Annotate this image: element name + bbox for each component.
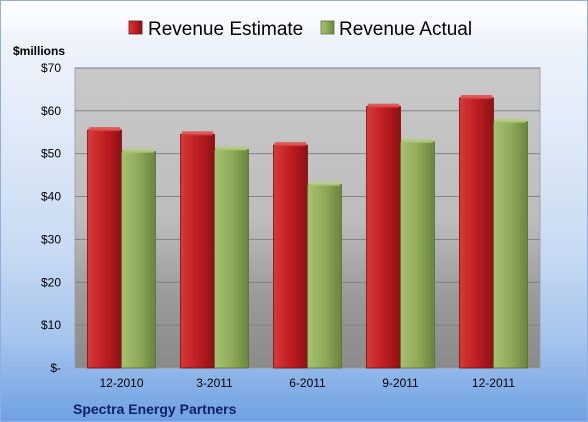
bar-revenue-actual-12-2011 bbox=[493, 121, 528, 369]
y-tick-label: $40 bbox=[41, 190, 61, 204]
bar-top-revenue-actual-3-2011 bbox=[215, 146, 248, 151]
legend-swatch-revenue-estimate bbox=[128, 20, 143, 35]
y-tick-label: $20 bbox=[41, 275, 61, 289]
bar-top-revenue-estimate-6-2011 bbox=[274, 142, 307, 147]
bar-top-revenue-actual-9-2011 bbox=[401, 138, 434, 143]
company-name: Spectra Energy Partners bbox=[73, 401, 237, 417]
bar-top-revenue-estimate-12-2010 bbox=[88, 127, 121, 132]
bar-top-revenue-actual-6-2011 bbox=[308, 181, 341, 186]
bar-revenue-estimate-6-2011 bbox=[273, 144, 308, 369]
legend: Revenue Estimate Revenue Actual bbox=[128, 19, 472, 40]
bar-top-revenue-estimate-3-2011 bbox=[181, 131, 214, 136]
y-tick-label: $60 bbox=[41, 104, 61, 118]
x-axis-ticks: 12-2010 3-2011 6-2011 9-2011 12-2011 bbox=[99, 376, 515, 390]
y-tick-label: $30 bbox=[41, 232, 61, 246]
bar-revenue-estimate-3-2011 bbox=[180, 134, 215, 369]
bar-revenue-actual-3-2011 bbox=[214, 149, 249, 369]
x-tick-label: 9-2011 bbox=[382, 376, 419, 390]
bar-top-revenue-actual-12-2010 bbox=[122, 148, 155, 153]
legend-label-revenue-actual: Revenue Actual bbox=[339, 19, 472, 40]
x-tick-label: 12-2011 bbox=[472, 376, 515, 390]
bar-revenue-estimate-12-2011 bbox=[459, 97, 494, 369]
bars bbox=[87, 95, 528, 369]
y-tick-label: $70 bbox=[41, 61, 61, 75]
bar-revenue-estimate-12-2010 bbox=[87, 129, 122, 369]
y-tick-label: $50 bbox=[41, 147, 61, 161]
bar-top-revenue-estimate-9-2011 bbox=[367, 103, 400, 108]
legend-swatch-revenue-actual bbox=[320, 20, 335, 35]
y-tick-label: $10 bbox=[41, 318, 61, 332]
bar-top-revenue-estimate-12-2011 bbox=[460, 95, 493, 99]
bar-revenue-actual-12-2010 bbox=[121, 151, 156, 369]
bar-top-revenue-actual-12-2011 bbox=[494, 118, 527, 123]
bar-revenue-estimate-9-2011 bbox=[366, 106, 401, 369]
legend-label-revenue-estimate: Revenue Estimate bbox=[148, 19, 303, 40]
x-tick-label: 6-2011 bbox=[289, 376, 326, 390]
x-tick-label: 12-2010 bbox=[99, 376, 143, 390]
y-tick-label: $- bbox=[50, 361, 61, 375]
x-tick-label: 3-2011 bbox=[196, 376, 233, 390]
y-axis-unit-label: $millions bbox=[13, 44, 65, 58]
y-axis-ticks: $- $10 $20 $30 $40 $50 $60 $70 bbox=[41, 61, 61, 375]
bar-revenue-actual-9-2011 bbox=[400, 141, 435, 369]
bar-revenue-actual-6-2011 bbox=[307, 184, 342, 369]
